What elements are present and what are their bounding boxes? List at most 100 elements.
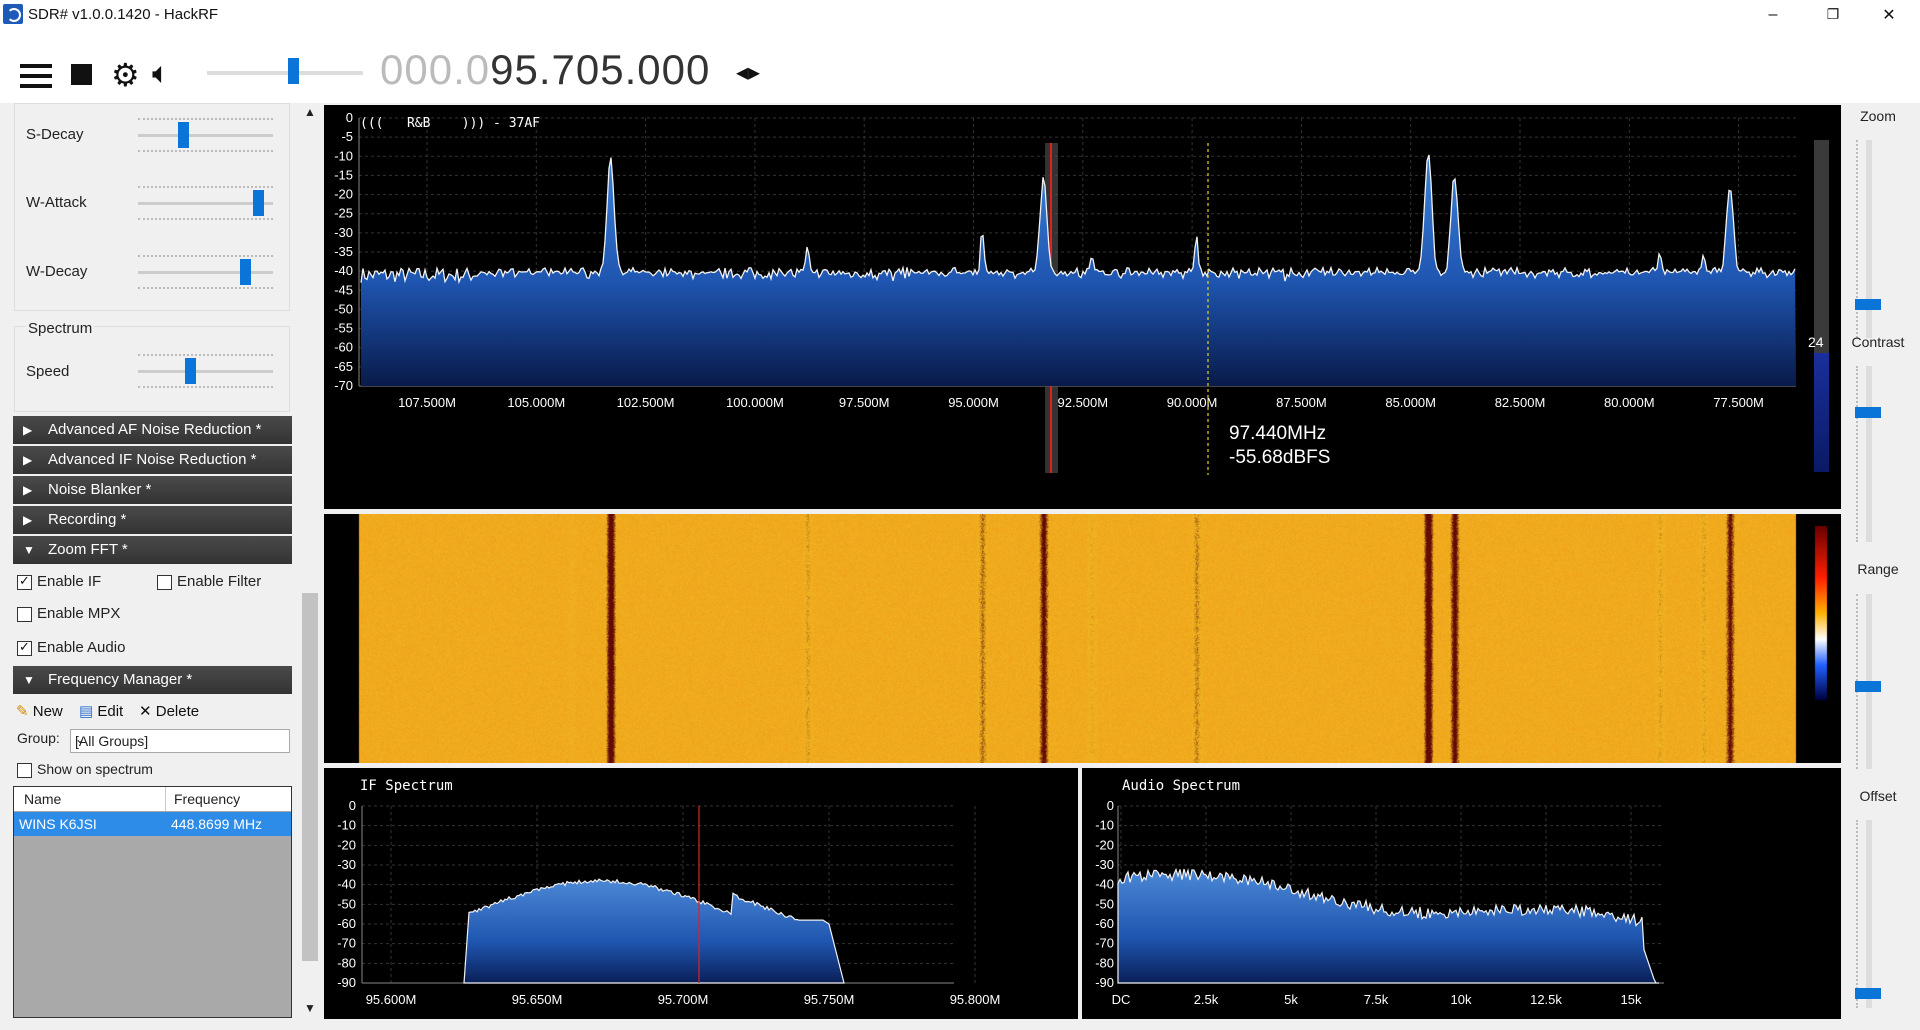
y-tick-label: -15 [334,167,353,182]
x-tick-label: 80.000M [1604,395,1655,410]
tuning-step-arrows-icon[interactable]: ◂▸ [736,59,761,86]
audio-spectrum-plot[interactable]: 0 -10 -20 -30 -40 -50 -60 -70 -80 -90 DC 2.5k 5k 7.5k… [1082,768,1841,1019]
toolbar [0,29,1920,103]
scale-bar-fill [1814,353,1829,472]
show-on-spectrum-checkbox[interactable] [17,763,32,778]
y-tick-label: -50 [1095,896,1114,911]
row-name: WINS K6JSI [19,816,97,832]
frequency-digits[interactable]: 95.705.000 [490,46,711,93]
w-attack-slider[interactable] [138,186,273,220]
restore-button[interactable]: ❐ [1826,6,1840,22]
column-header-name[interactable]: Name [24,791,62,807]
table-row[interactable]: WINS K6JSI 448.8699 MHz [14,812,291,836]
waterfall-display[interactable] [324,514,1841,763]
if-spectrum-panel[interactable]: 0 -10 -20 -30 -40 -50 -60 -70 -80 -90 95.600M 95.65… [324,768,1078,1019]
volume-slider-thumb[interactable] [288,58,300,84]
delete-icon: ✕ [139,703,152,720]
s-decay-slider[interactable] [138,118,273,152]
range-slider[interactable] [1855,594,1881,769]
volume-slider[interactable] [207,71,363,75]
contrast-thumb[interactable] [1855,407,1881,419]
gear-icon[interactable]: ⚙ [111,57,140,93]
spectrum-plot[interactable]: 0 -5 -10 -15 -20 -25 -30 -35 -40 -45 -50 -55 -60 -65 -… [324,105,1841,509]
speed-thumb[interactable] [185,358,197,384]
section-frequency-manager[interactable]: ▼ Frequency Manager * [13,666,292,694]
enable-if-checkbox[interactable] [17,573,32,590]
scroll-down-icon[interactable]: ▼ [304,1001,316,1015]
waterfall-canvas[interactable] [324,514,1841,763]
scale-value: 24 [1808,334,1824,350]
y-tick-label: -60 [337,916,356,931]
contrast-slider[interactable] [1855,366,1881,542]
expand-arrow-icon: ▶ [23,453,33,467]
expand-arrow-icon: ▶ [23,423,33,437]
frequency-table: Name Frequency WINS K6JSI 448.8699 MHz [13,786,292,1018]
audio-spectrum-panel[interactable]: 0 -10 -20 -30 -40 -50 -60 -70 -80 -90 DC 2.5k 5k 7.5k… [1082,768,1841,1019]
right-panel [1841,103,1920,1030]
x-tick-label: 102.500M [617,395,675,410]
section-recording[interactable]: ▶ Recording * [13,506,292,534]
table-header: Name Frequency [14,787,291,811]
range-thumb[interactable] [1855,680,1881,692]
zoom-slider[interactable] [1855,140,1881,338]
close-button[interactable]: ✕ [1882,6,1896,24]
left-panel-scrollbar[interactable]: ▲ ▼ [300,103,320,1023]
show-on-spectrum-label[interactable]: Show on spectrum [37,761,153,777]
new-button[interactable]: ✎ New [16,703,63,720]
y-tick-label: -60 [334,340,353,355]
column-header-frequency[interactable]: Frequency [174,791,241,807]
edit-button[interactable]: ▤ Edit [79,703,124,720]
y-tick-label: -25 [334,206,353,221]
scroll-up-icon[interactable]: ▲ [304,105,316,119]
offset-slider[interactable] [1855,820,1881,1008]
hamburger-icon[interactable] [20,64,52,88]
edit-icon: ▤ [79,703,94,720]
offset-thumb[interactable] [1855,988,1881,1000]
zoom-thumb[interactable] [1855,298,1881,310]
section-zoom-fft[interactable]: ▼ Zoom FFT * [13,536,292,564]
y-tick-label: -50 [337,896,356,911]
enable-if-label[interactable]: Enable IF [37,573,102,590]
frequency-leading-digits[interactable]: 000.0 [380,46,491,93]
minimize-button[interactable]: – [1768,5,1778,23]
section-advanced-if-noise-reduction[interactable]: ▶ Advanced IF Noise Reduction * [13,446,292,474]
s-decay-thumb[interactable] [177,122,189,148]
y-tick-label: -60 [1095,916,1114,931]
speaker-icon[interactable]: 🔈︎ [152,57,170,90]
scrollbar-thumb[interactable] [302,593,318,961]
y-tick-label: -80 [1095,955,1114,970]
x-tick-label: 95.800M [950,992,1001,1007]
enable-mpx-label[interactable]: Enable MPX [37,605,121,622]
w-attack-thumb[interactable] [253,190,265,216]
frequency-display[interactable]: 000.095.705.000 [380,46,710,94]
spectrum-group-title: Spectrum [26,320,95,337]
if-spectrum-plot[interactable]: 0 -10 -20 -30 -40 -50 -60 -70 -80 -90 95.600M 95.65… [324,768,1078,1019]
y-tick-label: -20 [337,837,356,852]
w-decay-thumb[interactable] [239,259,251,285]
w-decay-slider[interactable] [138,255,273,289]
enable-mpx-checkbox[interactable] [17,607,32,622]
section-advanced-af-noise-reduction[interactable]: ▶ Advanced AF Noise Reduction * [13,416,292,444]
cursor-frequency: 97.440MHz [1229,423,1326,444]
x-tick-label: DC [1112,992,1131,1007]
collapse-arrow-icon: ▼ [23,673,35,687]
speed-slider[interactable] [138,354,273,388]
y-tick-label: 0 [1107,798,1114,813]
x-tick-label: 95.650M [512,992,563,1007]
group-select[interactable]: [All Groups] ⌄ [70,729,290,753]
zoom-label: Zoom [1860,108,1896,124]
offset-label: Offset [1859,788,1897,804]
enable-filter-label[interactable]: Enable Filter [177,573,262,590]
enable-audio-label[interactable]: Enable Audio [37,639,126,656]
s-decay-label: S-Decay [26,126,84,143]
stop-icon[interactable] [71,64,92,85]
section-noise-blanker[interactable]: ▶ Noise Blanker * [13,476,292,504]
y-tick-label: -30 [337,857,356,872]
enable-audio-checkbox[interactable] [17,639,32,656]
y-tick-label: -10 [1095,818,1114,833]
range-label: Range [1857,561,1899,577]
y-tick-label: -20 [1095,837,1114,852]
enable-filter-checkbox[interactable] [157,575,172,590]
spectrum-analyzer[interactable]: 0 -5 -10 -15 -20 -25 -30 -35 -40 -45 -50 -55 -60 -65 -… [324,105,1841,509]
delete-button[interactable]: ✕ Delete [139,703,200,720]
